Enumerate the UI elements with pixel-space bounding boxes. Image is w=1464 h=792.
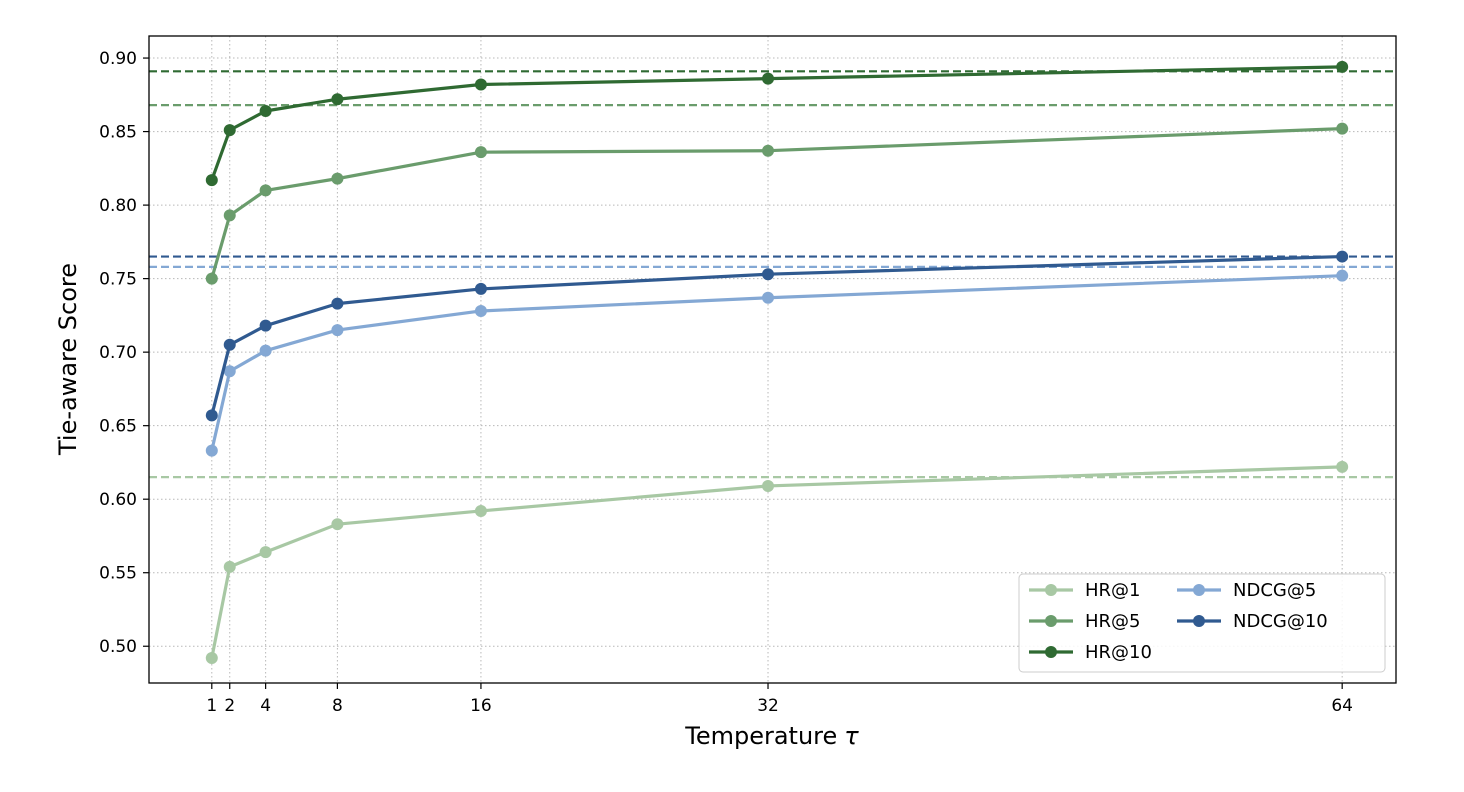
x-axis: 1 2 4 8 16 32 64 (206, 683, 1353, 716)
x-tick-label: 4 (260, 696, 271, 716)
x-tick-label: 32 (757, 696, 779, 716)
data-point-hr-5 (1336, 122, 1349, 135)
x-tick-label: 8 (332, 696, 343, 716)
legend-marker-hr-10 (1045, 646, 1057, 658)
series-line-ndcg-5 (210, 274, 1343, 452)
legend-label-hr-5: HR@5 (1085, 611, 1141, 632)
y-tick-label: 0.65 (99, 417, 137, 437)
data-point-ndcg-5 (205, 444, 218, 457)
data-point-hr-1 (259, 546, 272, 559)
data-point-hr-10 (205, 174, 218, 187)
x-tick-label: 1 (206, 696, 217, 716)
data-point-hr-1 (762, 479, 775, 492)
data-point-ndcg-5 (331, 324, 344, 337)
y-axis-label: Tie-aware Score (54, 263, 82, 456)
data-point-ndcg-5 (474, 304, 487, 317)
data-point-hr-1 (474, 504, 487, 517)
series-ndcg-5 (205, 269, 1349, 457)
series-hr-5 (205, 122, 1349, 285)
data-point-ndcg-10 (223, 338, 236, 351)
y-tick-label: 0.60 (99, 490, 137, 510)
data-point-ndcg-5 (223, 365, 236, 378)
data-point-hr-5 (474, 146, 487, 159)
series-lines (205, 60, 1349, 665)
series-hr-1 (205, 460, 1349, 665)
data-point-hr-5 (762, 144, 775, 157)
series-line-hr-10 (210, 65, 1343, 181)
legend-label-ndcg-5: NDCG@5 (1233, 580, 1316, 601)
data-point-ndcg-10 (331, 297, 344, 310)
data-point-ndcg-10 (762, 268, 775, 281)
series-line-ndcg-10 (210, 254, 1343, 416)
series-ndcg-10 (205, 250, 1349, 422)
legend-marker-ndcg-5 (1193, 584, 1205, 596)
data-point-ndcg-10 (474, 282, 487, 295)
legend: HR@1 HR@5 HR@10 NDCG@5 NDCG@10 (1018, 573, 1386, 673)
x-axis-label-symbol: τ (844, 722, 859, 750)
data-point-hr-5 (259, 184, 272, 197)
x-tick-label: 2 (224, 696, 235, 716)
plot-frame (148, 35, 1397, 684)
y-tick-label: 0.85 (99, 123, 137, 143)
data-point-hr-10 (259, 104, 272, 117)
y-tick-label: 0.55 (99, 564, 137, 584)
data-point-hr-1 (331, 518, 344, 531)
y-tick-label: 0.90 (99, 49, 137, 69)
y-tick-label: 0.50 (99, 637, 137, 657)
data-point-hr-5 (331, 172, 344, 185)
data-point-ndcg-10 (205, 409, 218, 422)
y-tick-label: 0.80 (99, 196, 137, 216)
data-point-ndcg-5 (762, 291, 775, 304)
data-point-hr-10 (762, 72, 775, 85)
x-tick-label: 64 (1331, 696, 1353, 716)
x-tick-label: 16 (470, 696, 492, 716)
legend-label-hr-10: HR@10 (1085, 642, 1152, 663)
x-axis-label-text: Temperature (684, 722, 837, 750)
y-tick-label: 0.70 (99, 343, 137, 363)
y-tick-label: 0.75 (99, 270, 137, 290)
series-hr-10 (205, 60, 1349, 187)
data-point-hr-10 (331, 93, 344, 106)
legend-marker-ndcg-10 (1193, 615, 1205, 627)
data-point-ndcg-10 (1336, 250, 1349, 263)
data-point-hr-1 (1336, 460, 1349, 473)
legend-marker-hr-1 (1045, 584, 1057, 596)
data-point-ndcg-10 (259, 319, 272, 332)
data-point-hr-10 (1336, 60, 1349, 73)
data-point-hr-1 (205, 652, 218, 665)
x-axis-label: Temperature τ (684, 722, 859, 750)
data-point-hr-10 (474, 78, 487, 91)
legend-label-hr-1: HR@1 (1085, 580, 1141, 601)
data-point-hr-1 (223, 560, 236, 573)
legend-marker-hr-5 (1045, 615, 1057, 627)
data-point-hr-5 (205, 272, 218, 285)
data-point-ndcg-5 (259, 344, 272, 357)
y-axis: 0.50 0.55 0.60 0.65 0.70 0.75 0.80 0.85 0.90 (99, 49, 149, 657)
data-point-hr-10 (223, 124, 236, 137)
data-point-hr-5 (223, 209, 236, 222)
legend-label-ndcg-10: NDCG@10 (1233, 611, 1328, 632)
data-point-ndcg-5 (1336, 269, 1349, 282)
